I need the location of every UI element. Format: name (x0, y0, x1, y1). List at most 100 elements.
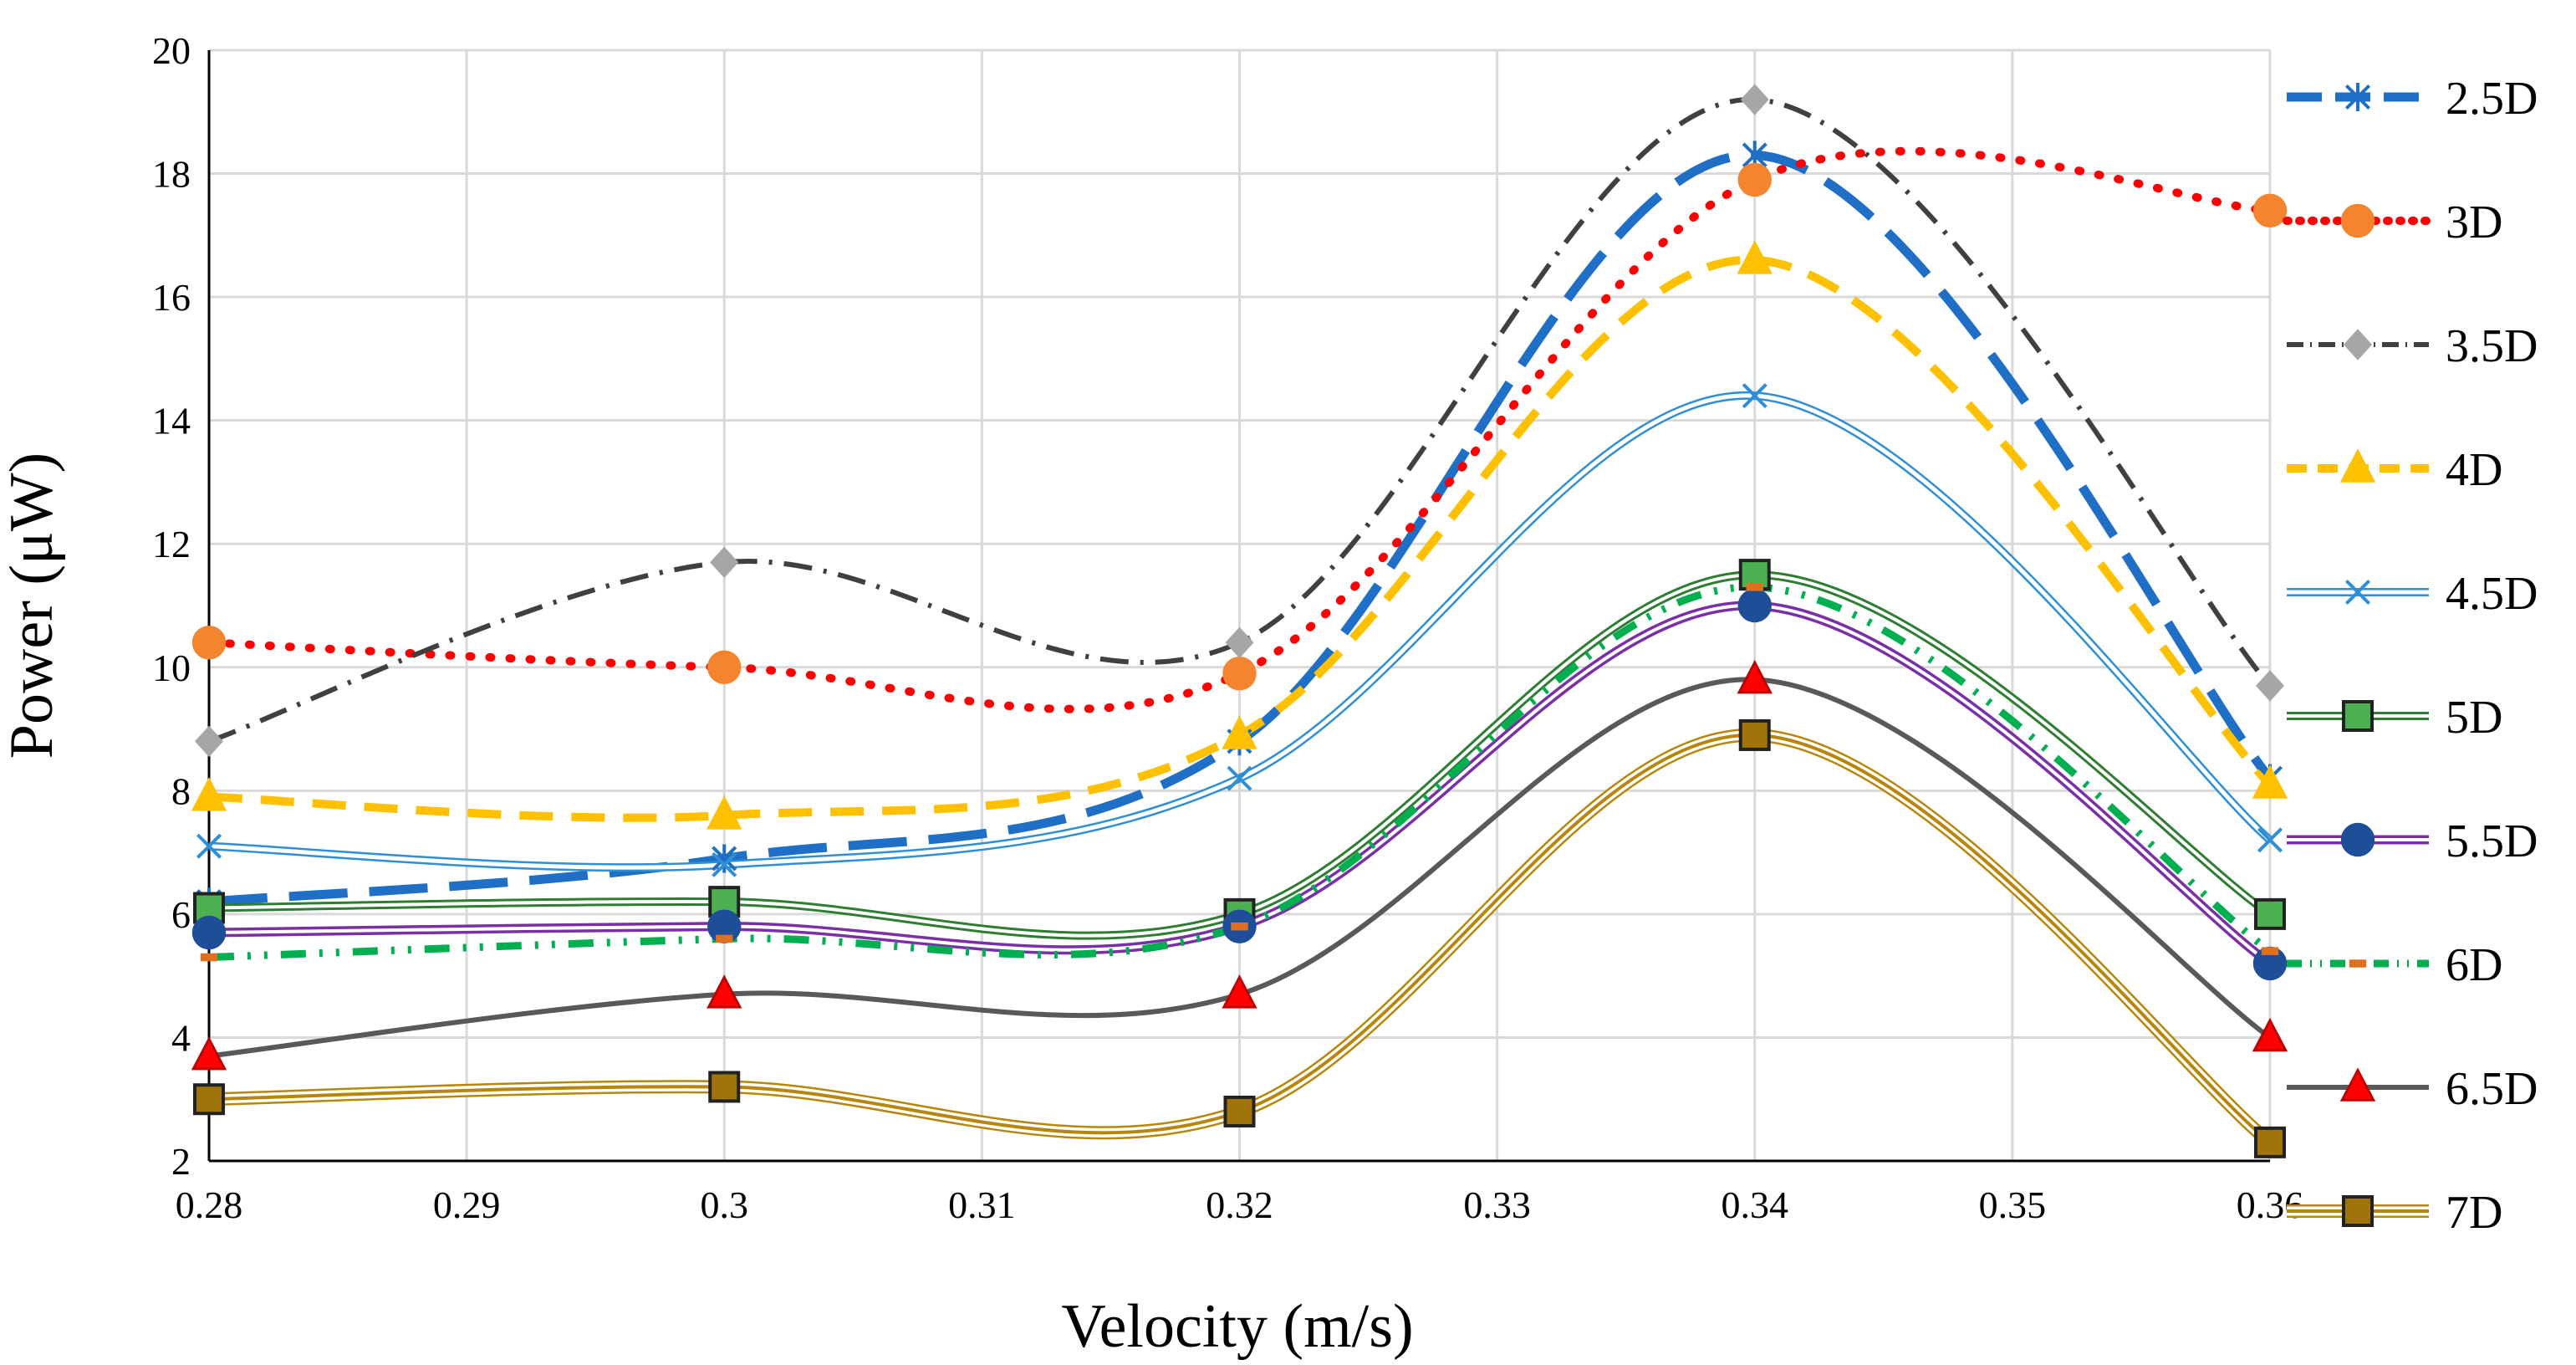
x-tick-label: 0.33 (1463, 1184, 1531, 1226)
data-point-5.5D (191, 915, 227, 950)
data-point-3.5D (1225, 626, 1254, 658)
legend-marker-4D (2339, 448, 2376, 483)
data-point-6.5D (1737, 659, 1773, 694)
data-point-4D (706, 795, 742, 830)
data-point-3D (191, 626, 227, 660)
series-stroke-5D (208, 573, 2272, 938)
y-tick-label: 20 (152, 29, 191, 72)
series-stroke-4D (208, 255, 2273, 822)
data-point-4D (1737, 240, 1773, 274)
legend-item-5.5D: 5.5D (2287, 815, 2538, 867)
y-tick-label: 10 (152, 647, 191, 689)
data-point-4.5D (196, 833, 222, 859)
legend-label-4.5D: 4.5D (2446, 568, 2538, 620)
series-stroke-7D (208, 733, 2272, 1144)
legend-label-6D: 6D (2446, 939, 2502, 991)
legend-marker-5D (2342, 700, 2374, 732)
data-point-7D (2254, 1126, 2286, 1158)
y-tick-label: 18 (152, 153, 191, 196)
legend-label-5.5D: 5.5D (2446, 815, 2538, 867)
data-point-6.5D (2252, 1017, 2288, 1052)
series-stroke-4.5D (208, 393, 2272, 870)
legend-marker-2.5D (2344, 83, 2371, 111)
data-point-6.5D (1222, 974, 1257, 1009)
data-point-2.5D (712, 844, 737, 873)
series-stroke-3D (205, 146, 2274, 713)
legend-item-3.5D: 3.5D (2287, 320, 2538, 372)
data-point-6D (1746, 583, 1763, 591)
legend-marker-5.5D (2340, 822, 2375, 857)
y-tick-label: 6 (171, 893, 191, 936)
data-point-6D (1231, 922, 1248, 931)
y-tick-label: 8 (171, 769, 191, 812)
data-point-4.5D (2257, 827, 2283, 853)
marker-layer (191, 84, 2288, 1158)
data-point-3.5D (195, 725, 223, 758)
data-point-7D (1738, 718, 1771, 751)
series-layer (205, 97, 2274, 1148)
series-line-5D (208, 570, 2272, 940)
legend-label-3.5D: 3.5D (2446, 320, 2538, 372)
data-point-3D (1737, 162, 1772, 197)
series-stroke-3.5D (208, 97, 2272, 744)
data-point-7D (708, 1071, 741, 1103)
data-point-3.5D (2256, 670, 2284, 702)
legend-item-6.5D: 6.5D (2287, 1063, 2538, 1115)
y-tick-label: 12 (152, 523, 191, 565)
legend-label-7D: 7D (2446, 1187, 2502, 1239)
data-point-6D (716, 934, 733, 943)
y-axis-title: Power (μW) (0, 452, 66, 759)
data-point-7D (193, 1083, 225, 1116)
series-stroke-6D (208, 583, 2272, 962)
x-tick-label: 0.34 (1722, 1184, 1789, 1226)
legend-label-5D: 5D (2446, 692, 2502, 744)
y-tick-label: 14 (152, 400, 191, 442)
legend-label-3D: 3D (2446, 197, 2502, 248)
legend-label-2.5D: 2.5D (2446, 73, 2538, 125)
legend-marker-6D (2349, 959, 2367, 968)
data-point-4D (1222, 715, 1257, 749)
legend-item-4D: 4D (2287, 444, 2502, 496)
legend-label-4D: 4D (2446, 444, 2502, 496)
x-tick-label: 0.29 (433, 1184, 501, 1226)
data-point-6.5D (191, 1035, 227, 1071)
y-tick-label: 4 (171, 1016, 191, 1059)
legend-marker-6.5D (2339, 1067, 2376, 1102)
legend-marker-3.5D (2344, 329, 2372, 360)
x-tick-label: 0.31 (948, 1184, 1016, 1226)
legend-item-5D: 5D (2287, 692, 2502, 744)
x-tick-label: 0.3 (701, 1184, 749, 1226)
series-line-3D (205, 146, 2274, 713)
data-point-7D (1223, 1095, 1256, 1127)
data-point-5.5D (1737, 588, 1772, 623)
series-line-6D (208, 583, 2272, 962)
legend-item-6D: 6D (2287, 939, 2502, 991)
data-point-4.5D (1742, 383, 1767, 409)
data-point-6D (200, 953, 218, 962)
legend-marker-4.5D (2344, 579, 2371, 606)
x-tick-label: 0.28 (176, 1184, 243, 1226)
legend-item-3D: 3D (2283, 197, 2502, 248)
legend: 2.5D 3D 3.5D 4D 4.5D 5D 5.5D 6D 6.5D 7D (2283, 73, 2538, 1239)
series-line-3.5D (208, 97, 2272, 744)
legend-label-6.5D: 6.5D (2446, 1063, 2538, 1115)
legend-item-7D: 7D (2287, 1187, 2502, 1239)
data-point-6.5D (706, 974, 742, 1009)
data-point-4D (2252, 764, 2288, 799)
data-point-4D (191, 777, 227, 811)
y-tick-label: 16 (152, 276, 191, 319)
data-point-6D (2261, 947, 2279, 955)
data-point-3D (707, 650, 742, 684)
legend-item-4.5D: 4.5D (2287, 568, 2538, 620)
series-line-7D (208, 728, 2274, 1148)
data-point-3D (2252, 193, 2288, 228)
x-axis-title: Velocity (m/s) (1061, 1292, 1413, 1361)
data-point-3D (1222, 656, 1257, 691)
series-line-4.5D (208, 391, 2273, 872)
data-point-5D (2254, 897, 2286, 930)
series-line-4D (208, 255, 2273, 822)
y-tick-label: 2 (171, 1140, 191, 1183)
